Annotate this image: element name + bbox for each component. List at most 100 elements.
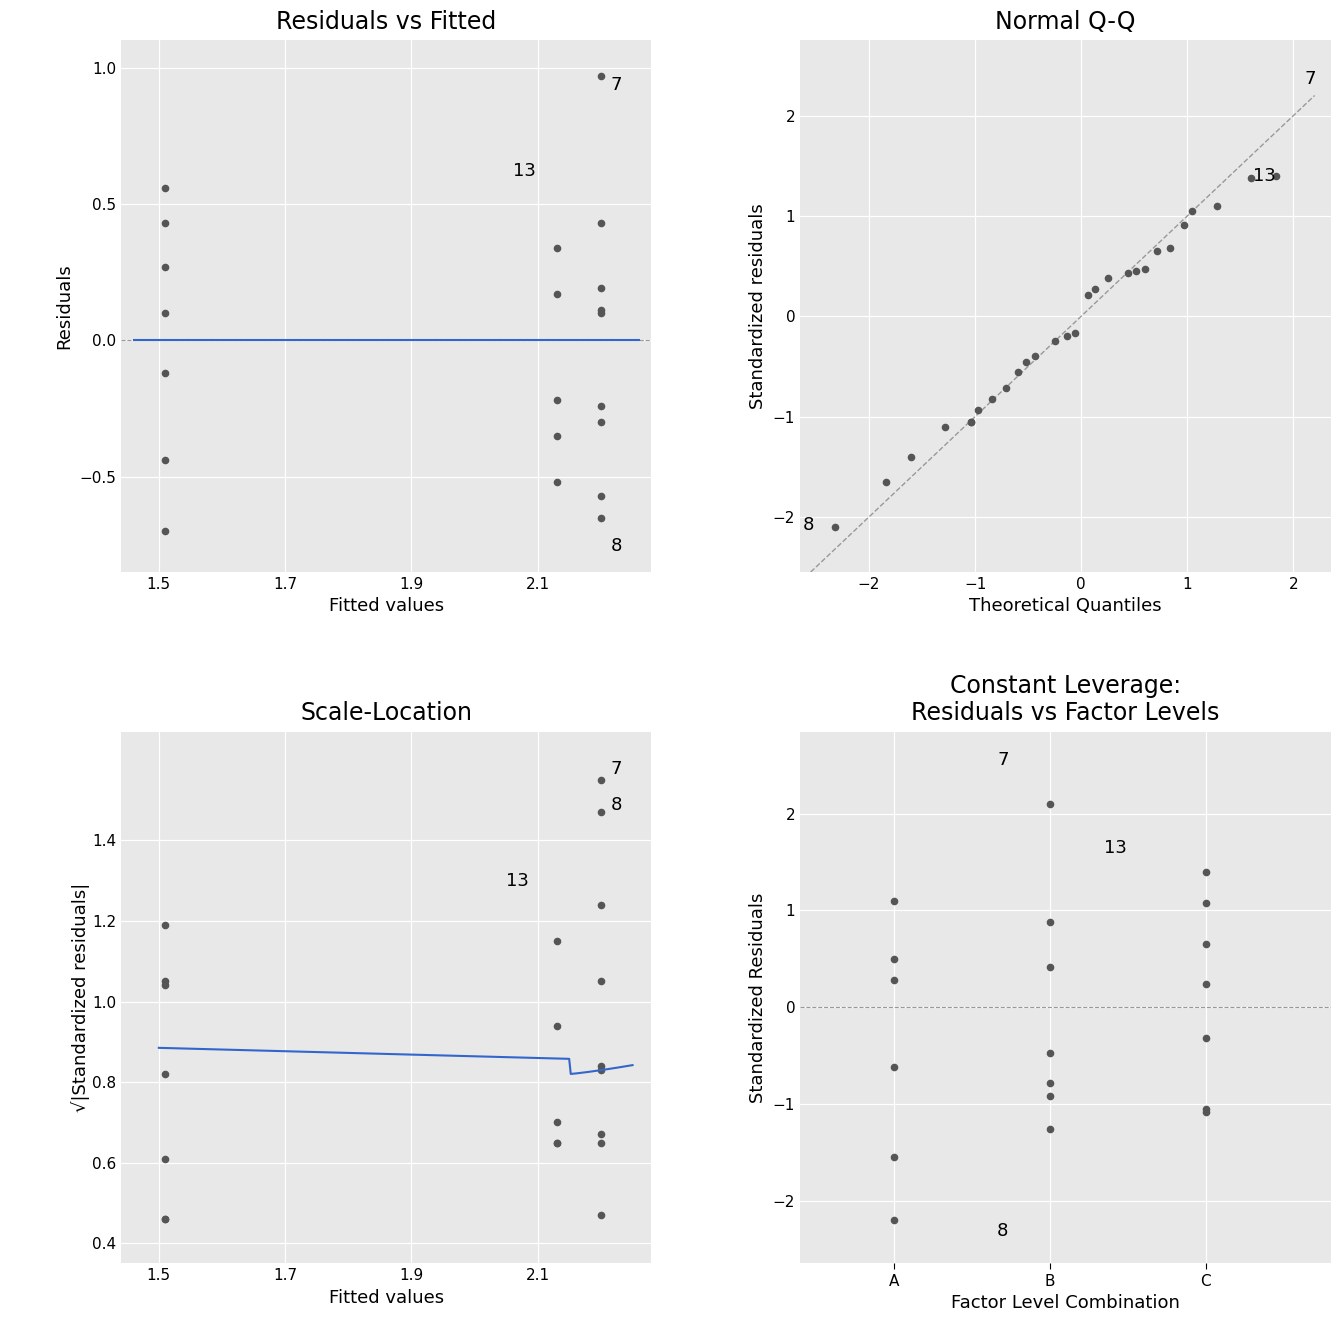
Text: 7: 7 <box>1304 70 1316 89</box>
Point <box>546 1015 567 1036</box>
Point <box>590 411 612 433</box>
Point <box>1039 1118 1060 1140</box>
Point <box>900 446 922 468</box>
Text: 13: 13 <box>507 872 530 890</box>
Point <box>590 507 612 528</box>
Point <box>934 415 956 437</box>
Point <box>1195 1101 1216 1122</box>
Point <box>1126 261 1148 282</box>
Point <box>883 890 905 911</box>
Point <box>968 399 989 421</box>
Y-axis label: √|Standardized residuals|: √|Standardized residuals| <box>71 883 90 1111</box>
Point <box>155 302 176 324</box>
Point <box>590 1055 612 1077</box>
X-axis label: Theoretical Quantiles: Theoretical Quantiles <box>969 598 1161 616</box>
Title: Normal Q-Q: Normal Q-Q <box>995 11 1136 34</box>
Text: 8: 8 <box>610 536 622 555</box>
Point <box>1039 1071 1060 1093</box>
Point <box>1056 325 1078 347</box>
Point <box>546 1111 567 1133</box>
Point <box>590 801 612 823</box>
Point <box>155 974 176 996</box>
Point <box>546 284 567 305</box>
Point <box>883 948 905 969</box>
Point <box>1024 345 1046 367</box>
Point <box>155 520 176 542</box>
Text: 7: 7 <box>610 759 622 778</box>
Point <box>155 1208 176 1230</box>
Point <box>824 516 845 538</box>
Point <box>1173 214 1195 235</box>
Point <box>1039 956 1060 977</box>
Point <box>1181 200 1203 222</box>
Text: 8: 8 <box>804 516 814 534</box>
Point <box>590 970 612 992</box>
Point <box>590 1132 612 1153</box>
Point <box>155 449 176 470</box>
Title: Residuals vs Fitted: Residuals vs Fitted <box>276 11 496 34</box>
Point <box>1077 285 1098 306</box>
Point <box>1039 911 1060 933</box>
Point <box>1085 278 1106 300</box>
Point <box>1241 167 1262 188</box>
Point <box>1195 1027 1216 1048</box>
Point <box>960 411 981 433</box>
Point <box>590 1204 612 1226</box>
Text: 13: 13 <box>512 163 535 180</box>
Text: 8: 8 <box>997 1222 1008 1239</box>
Point <box>981 388 1003 410</box>
Point <box>590 65 612 86</box>
Point <box>155 177 176 199</box>
Point <box>1044 331 1066 352</box>
Point <box>590 395 612 417</box>
Y-axis label: Standardized residuals: Standardized residuals <box>749 203 767 409</box>
Point <box>546 425 567 446</box>
Point <box>155 255 176 277</box>
Point <box>155 1208 176 1230</box>
Point <box>155 1063 176 1085</box>
Point <box>546 472 567 493</box>
Point <box>155 1148 176 1169</box>
Point <box>1015 352 1036 374</box>
Point <box>1195 934 1216 956</box>
Point <box>590 1059 612 1081</box>
Point <box>1039 1086 1060 1107</box>
Text: 7: 7 <box>610 75 622 94</box>
Point <box>1266 165 1288 187</box>
Point <box>546 237 567 258</box>
Y-axis label: Standardized Residuals: Standardized Residuals <box>749 892 767 1102</box>
Point <box>590 212 612 234</box>
Point <box>1064 323 1086 344</box>
Point <box>1039 793 1060 814</box>
Point <box>875 470 896 492</box>
Point <box>1207 195 1228 216</box>
Point <box>546 390 567 411</box>
Point <box>155 970 176 992</box>
Text: 8: 8 <box>610 796 622 814</box>
Point <box>590 894 612 915</box>
Point <box>590 485 612 507</box>
Title: Scale-Location: Scale-Location <box>300 702 472 726</box>
Point <box>960 411 981 433</box>
X-axis label: Factor Level Combination: Factor Level Combination <box>950 1294 1180 1312</box>
Point <box>995 378 1016 399</box>
Point <box>1117 262 1138 284</box>
X-axis label: Fitted values: Fitted values <box>329 598 444 616</box>
Point <box>590 1124 612 1145</box>
Point <box>155 363 176 384</box>
Point <box>1134 258 1156 280</box>
Point <box>590 300 612 321</box>
Point <box>883 1210 905 1231</box>
Point <box>1160 238 1181 259</box>
Point <box>883 1056 905 1078</box>
Text: 13: 13 <box>1253 167 1275 184</box>
Y-axis label: Residuals: Residuals <box>55 263 74 349</box>
Point <box>1146 241 1168 262</box>
Point <box>1195 973 1216 995</box>
Point <box>1195 892 1216 914</box>
Point <box>883 1146 905 1168</box>
Point <box>883 969 905 991</box>
Point <box>590 769 612 790</box>
Point <box>546 1132 567 1153</box>
Title: Constant Leverage:
Residuals vs Factor Levels: Constant Leverage: Residuals vs Factor L… <box>911 673 1219 726</box>
